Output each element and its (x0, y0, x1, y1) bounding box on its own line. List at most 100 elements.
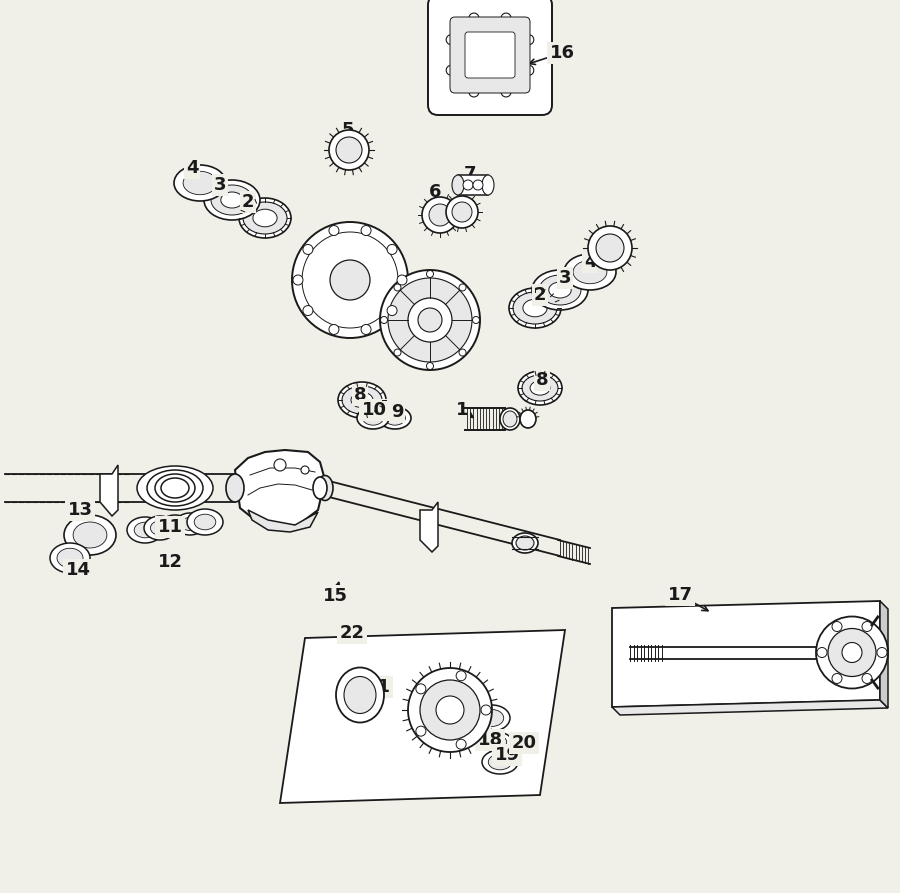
Circle shape (596, 234, 624, 262)
Circle shape (459, 349, 466, 356)
Ellipse shape (481, 710, 504, 726)
Ellipse shape (522, 375, 558, 401)
FancyBboxPatch shape (450, 17, 530, 93)
Ellipse shape (363, 411, 383, 425)
Ellipse shape (573, 260, 607, 284)
Circle shape (394, 349, 401, 356)
Text: 1: 1 (455, 401, 468, 419)
Circle shape (336, 137, 362, 163)
Ellipse shape (160, 515, 190, 537)
Text: 11: 11 (158, 518, 183, 536)
Circle shape (452, 202, 472, 222)
Text: 14: 14 (66, 561, 91, 579)
Ellipse shape (161, 478, 189, 498)
Ellipse shape (487, 736, 507, 748)
Circle shape (394, 284, 401, 291)
Circle shape (862, 622, 872, 631)
Ellipse shape (338, 382, 386, 418)
Text: 2: 2 (534, 286, 546, 304)
Circle shape (361, 226, 371, 236)
Ellipse shape (166, 520, 184, 532)
Text: 3: 3 (214, 176, 226, 194)
Circle shape (501, 87, 511, 97)
Circle shape (328, 324, 339, 335)
Polygon shape (420, 502, 438, 552)
Circle shape (832, 622, 842, 631)
Circle shape (427, 363, 434, 370)
Circle shape (832, 673, 842, 683)
Circle shape (481, 705, 491, 715)
Circle shape (456, 739, 466, 749)
Polygon shape (880, 601, 888, 708)
Circle shape (329, 130, 369, 170)
Text: 2: 2 (242, 193, 254, 211)
Ellipse shape (489, 755, 512, 770)
Ellipse shape (144, 516, 176, 540)
Polygon shape (248, 510, 318, 532)
Circle shape (422, 197, 458, 233)
Circle shape (303, 305, 313, 315)
Circle shape (416, 684, 426, 694)
Ellipse shape (482, 175, 494, 195)
Ellipse shape (226, 474, 244, 502)
Circle shape (524, 35, 534, 45)
Circle shape (397, 275, 407, 285)
Ellipse shape (174, 165, 226, 201)
Circle shape (446, 196, 478, 228)
Text: 7: 7 (464, 165, 476, 183)
Circle shape (293, 275, 303, 285)
Circle shape (817, 647, 827, 657)
Circle shape (418, 308, 442, 332)
Ellipse shape (520, 410, 536, 428)
Circle shape (459, 284, 466, 291)
Circle shape (303, 245, 313, 255)
FancyBboxPatch shape (465, 32, 515, 78)
Circle shape (436, 696, 464, 724)
Ellipse shape (351, 392, 373, 408)
Text: 4: 4 (584, 253, 596, 271)
Circle shape (302, 232, 398, 328)
Circle shape (420, 680, 480, 740)
Text: 16: 16 (550, 44, 574, 62)
Ellipse shape (452, 175, 464, 195)
Circle shape (842, 642, 862, 663)
Circle shape (408, 298, 452, 342)
Ellipse shape (147, 470, 203, 506)
Ellipse shape (64, 515, 116, 555)
Ellipse shape (503, 411, 517, 427)
Ellipse shape (549, 282, 572, 298)
Ellipse shape (379, 407, 411, 429)
Ellipse shape (313, 477, 327, 499)
Circle shape (292, 222, 408, 338)
Circle shape (328, 226, 339, 236)
Text: 13: 13 (68, 501, 93, 519)
Text: 3: 3 (559, 269, 572, 287)
Ellipse shape (512, 533, 538, 553)
Circle shape (274, 459, 286, 471)
Polygon shape (612, 601, 880, 707)
Ellipse shape (57, 548, 83, 568)
Circle shape (816, 616, 888, 689)
Ellipse shape (500, 408, 520, 430)
Ellipse shape (482, 732, 512, 752)
Circle shape (380, 270, 480, 370)
Circle shape (501, 13, 511, 23)
Circle shape (330, 260, 370, 300)
Polygon shape (280, 630, 565, 803)
Text: 12: 12 (158, 553, 183, 571)
Circle shape (361, 324, 371, 335)
Text: 15: 15 (322, 587, 347, 605)
Ellipse shape (155, 474, 195, 502)
Ellipse shape (204, 180, 260, 220)
Text: 5: 5 (606, 236, 618, 254)
Ellipse shape (239, 198, 291, 238)
Circle shape (387, 305, 397, 315)
Text: 8: 8 (536, 371, 548, 389)
Circle shape (469, 13, 479, 23)
Ellipse shape (243, 202, 287, 234)
Ellipse shape (518, 371, 562, 405)
Text: 20: 20 (511, 734, 536, 752)
Ellipse shape (539, 275, 581, 305)
FancyBboxPatch shape (428, 0, 552, 115)
Ellipse shape (509, 288, 561, 328)
